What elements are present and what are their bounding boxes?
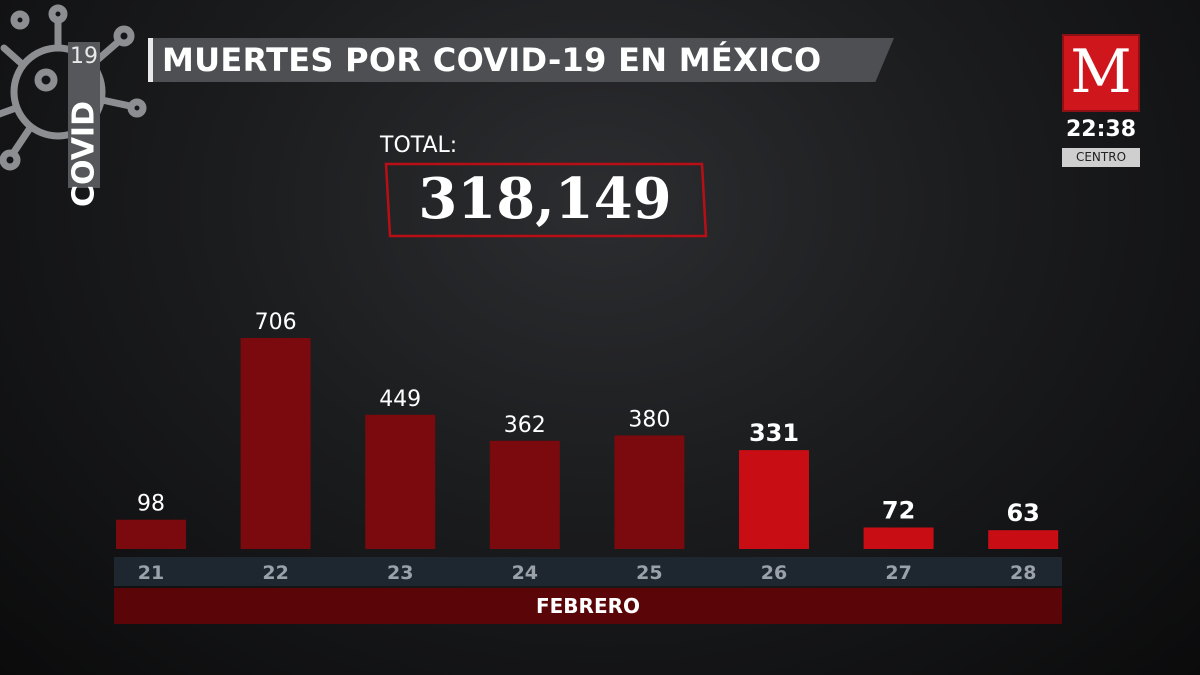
covid-number: 19 bbox=[70, 44, 98, 69]
data-label-25: 380 bbox=[628, 407, 670, 432]
logo-letter: M bbox=[1070, 37, 1132, 107]
x-tick-25: 25 bbox=[636, 562, 662, 584]
bar-21 bbox=[116, 519, 186, 549]
month-label: FEBRERO bbox=[114, 588, 1062, 624]
bar-28 bbox=[988, 530, 1059, 549]
total-value: 318,149 bbox=[418, 166, 672, 232]
data-label-28: 63 bbox=[1006, 499, 1039, 527]
data-label-23: 449 bbox=[379, 387, 421, 412]
title-accent bbox=[148, 38, 153, 82]
x-tick-22: 22 bbox=[262, 562, 288, 584]
data-label-21: 98 bbox=[137, 492, 165, 517]
bar-27 bbox=[863, 527, 934, 549]
bar-22 bbox=[240, 338, 311, 549]
x-tick-28: 28 bbox=[1010, 562, 1036, 584]
bar-24 bbox=[489, 440, 560, 549]
x-axis-band bbox=[114, 557, 1062, 586]
clock-time: 22:38 bbox=[1065, 117, 1137, 142]
total-frame bbox=[384, 162, 708, 238]
data-label-22: 706 bbox=[255, 310, 297, 335]
covid-tag: 19 COVID bbox=[67, 42, 102, 207]
x-tick-21: 21 bbox=[138, 562, 164, 584]
milenio-logo: M bbox=[1062, 34, 1140, 112]
bar-23 bbox=[365, 414, 436, 549]
data-label-27: 72 bbox=[882, 497, 915, 525]
data-label-26: 331 bbox=[749, 419, 799, 447]
page-title: MUERTES POR COVID-19 EN MÉXICO bbox=[162, 41, 822, 79]
x-tick-26: 26 bbox=[761, 562, 787, 584]
clock-zone: CENTRO bbox=[1062, 148, 1140, 167]
data-label-24: 362 bbox=[504, 413, 546, 438]
title-bar: MUERTES POR COVID-19 EN MÉXICO bbox=[148, 38, 894, 82]
total-label: TOTAL: bbox=[380, 133, 458, 158]
bar-26 bbox=[739, 450, 809, 549]
x-tick-23: 23 bbox=[387, 562, 413, 584]
bar-25 bbox=[614, 435, 685, 549]
x-tick-27: 27 bbox=[885, 562, 911, 584]
x-tick-24: 24 bbox=[512, 562, 538, 584]
